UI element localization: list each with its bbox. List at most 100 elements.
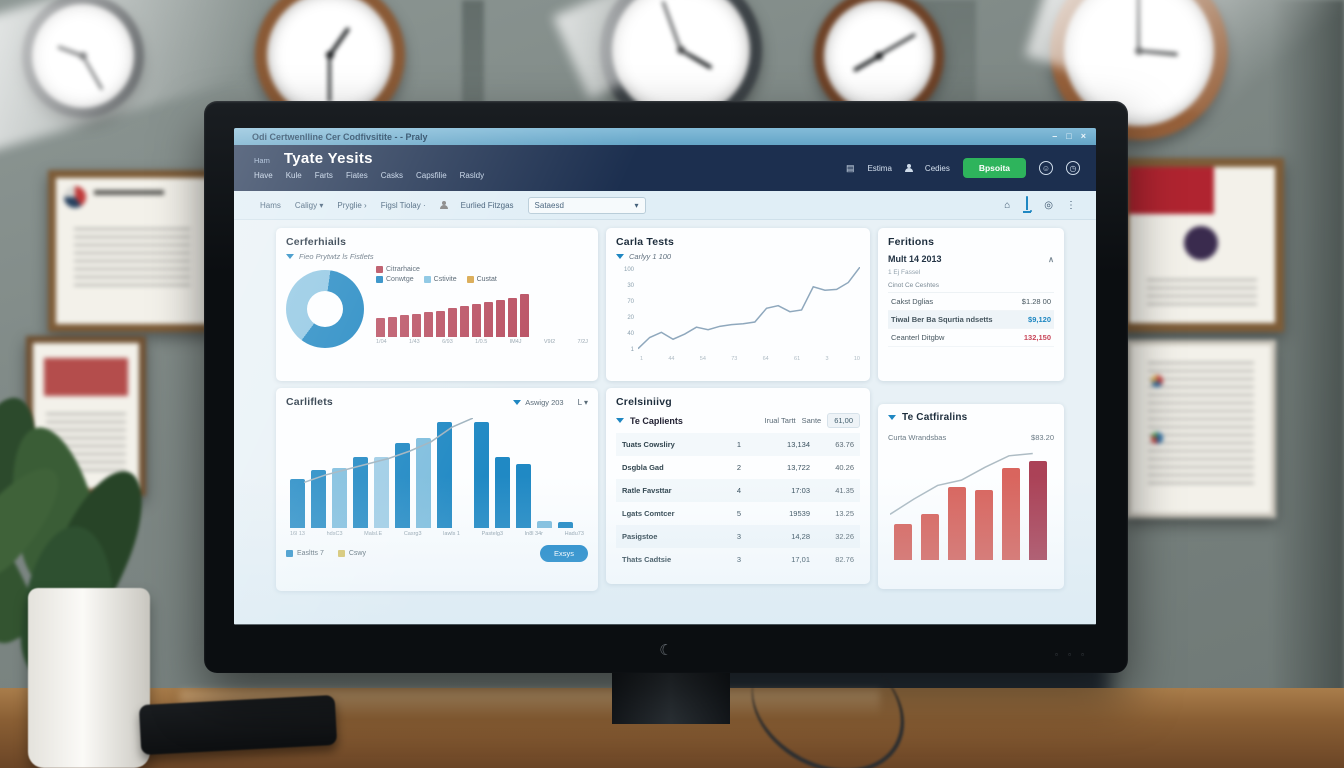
toolbar-select-value: Sataesd [534, 200, 564, 210]
bar [1002, 468, 1020, 560]
y-axis-labels: 100 30 70 20 40 1 [616, 267, 638, 353]
kebab-menu-icon[interactable]: ⋮ [1066, 199, 1076, 211]
table-row: Thats Cadtsie 3 17,01 82.76 [616, 548, 860, 571]
notifications-icon[interactable] [1023, 196, 1032, 213]
x-axis-label: 3 [825, 356, 829, 362]
filter-icon[interactable] [616, 418, 624, 423]
table-cell: 14,28 [791, 532, 810, 541]
card-title: Te Catfiralins [902, 412, 968, 423]
toolbar-filter-label: Eurlied Fitzgas [460, 200, 514, 210]
nav-estima-link[interactable]: Estima [867, 163, 892, 173]
monitor: Odi Certwenlline Cer Codfivsitite - - Pr… [204, 101, 1128, 673]
bar [448, 308, 457, 337]
nav-item[interactable]: Fiates [345, 171, 368, 180]
bar [508, 297, 517, 337]
x-axis-labels: 16l 13 hdsC3 Malsl.E Casrg3 lawls 1 Pastelg3 I… [286, 531, 588, 537]
y-axis-label: 70 [627, 299, 634, 305]
table-cell: 2 [736, 463, 742, 472]
breadcrumb-item[interactable]: Pryglie › [337, 200, 367, 210]
nav-cedies-link[interactable]: Cedies [924, 163, 950, 173]
x-axis-label: Pastelg3 [481, 531, 504, 537]
bar [395, 442, 410, 528]
bar-chart [888, 452, 1054, 560]
bar [400, 315, 409, 337]
table-cell: 13,134 [787, 440, 810, 449]
toolbar-select[interactable]: Sataesd ▾ [527, 196, 646, 214]
table-cell: 41.35 [835, 486, 854, 495]
table-cell: 3 [736, 532, 742, 541]
bar [496, 300, 505, 337]
monitor-bezel-buttons: ▫ ▫ ▫ [1055, 650, 1088, 659]
filter-icon[interactable] [888, 415, 896, 420]
nav-item[interactable]: Rasldy [459, 171, 485, 180]
breadcrumb-item[interactable]: Figsl Tiolay · [380, 200, 426, 210]
x-axis-labels: 1/04 1/43 6/93 1/0.5 IM4J V9I2 7/2J [376, 339, 588, 345]
card-title: Feritions [888, 236, 935, 248]
frame-red-banner [1129, 167, 1214, 214]
nav-item[interactable]: Kule [285, 171, 302, 180]
stat-row: Ceanterl Ditgbw 132,150 [888, 329, 1054, 347]
stat-value: $83.20 [1031, 433, 1054, 442]
table-cell: Pasigstoe [622, 532, 658, 541]
frame-text-line [94, 190, 164, 195]
x-axis-label: 1/04 [376, 339, 387, 345]
bar [948, 486, 966, 560]
filter-icon[interactable] [513, 399, 522, 405]
sort-dropdown[interactable]: L ▾ [577, 397, 588, 407]
top-navbar: Ham Tyate Yesits Have Kule Farts Fiates … [234, 145, 1096, 191]
chart-legend: Citrarhaice [376, 266, 588, 273]
home-icon[interactable]: ⌂ [1004, 199, 1011, 211]
table-cell: 1 [736, 440, 742, 449]
eye-icon[interactable]: ◎ [1044, 199, 1053, 211]
nav-item[interactable]: Casks [380, 171, 403, 180]
history-icon[interactable]: ◷ [1066, 161, 1080, 175]
x-axis-label: 1 [640, 356, 644, 362]
export-button[interactable]: Exsys [539, 545, 588, 562]
column-header: Sante [801, 416, 822, 425]
stat-label: Cakst Dglias [891, 297, 934, 306]
window-title: Odi Certwenlline Cer Codfivsitite - - Pr… [252, 131, 428, 142]
filter-icon[interactable] [286, 254, 294, 259]
collapse-icon[interactable]: ∧ [1048, 254, 1054, 264]
x-axis-label: 73 [731, 356, 738, 362]
bar [474, 421, 489, 528]
bar [412, 314, 421, 337]
x-axis-label: Hadu73 [564, 531, 584, 537]
value-badge[interactable]: 61,00 [827, 413, 860, 428]
nav-item[interactable]: Farts [314, 171, 333, 180]
nav-item[interactable]: Have [254, 171, 273, 180]
table-title: Te Caplients [630, 415, 683, 426]
bar [353, 457, 368, 528]
table-cell: 4 [736, 486, 742, 495]
breadcrumb-item[interactable]: Hams [260, 200, 281, 210]
legend-label: Conwtge [386, 276, 414, 283]
bar [1029, 460, 1047, 560]
close-button[interactable]: × [1080, 131, 1086, 141]
table-row: Pasigstoe 3 14,28 32.26 [616, 525, 860, 548]
carliflets-card: Carliflets Aswigy 203 L ▾ 16l 13 hdsC [276, 388, 598, 591]
nav-home-link[interactable]: Ham [254, 156, 270, 165]
filter-icon[interactable] [616, 254, 624, 259]
legend-label: Citrarhaice [386, 266, 420, 273]
table-cell: Lgats Comtcer [622, 509, 675, 518]
section-label: Cinot Ce Ceshtes [888, 282, 1054, 293]
window-titlebar: Odi Certwenlline Cer Codfivsitite - - Pr… [234, 128, 1096, 145]
table-cell: 3 [736, 555, 742, 564]
bar [332, 467, 347, 528]
minimize-button[interactable]: – [1052, 131, 1058, 141]
stat-value: $1.28 00 [1021, 297, 1051, 306]
x-axis-label: hdsC3 [326, 531, 343, 537]
breadcrumb-item[interactable]: Caligy ▾ [294, 200, 324, 210]
frame-mini-chart [1150, 432, 1163, 445]
document-icon: ▤ [845, 162, 855, 173]
bar [472, 304, 481, 337]
table-cell: Thats Cadtsie [622, 555, 672, 564]
y-axis-label: 100 [623, 267, 634, 273]
nav-item[interactable]: Capsfilie [415, 171, 447, 180]
report-button[interactable]: Bpsoita [962, 158, 1026, 178]
bar [484, 302, 493, 337]
bar [290, 478, 305, 528]
maximize-button[interactable]: □ [1066, 131, 1072, 141]
smiley-icon[interactable]: ☺ [1039, 161, 1053, 175]
